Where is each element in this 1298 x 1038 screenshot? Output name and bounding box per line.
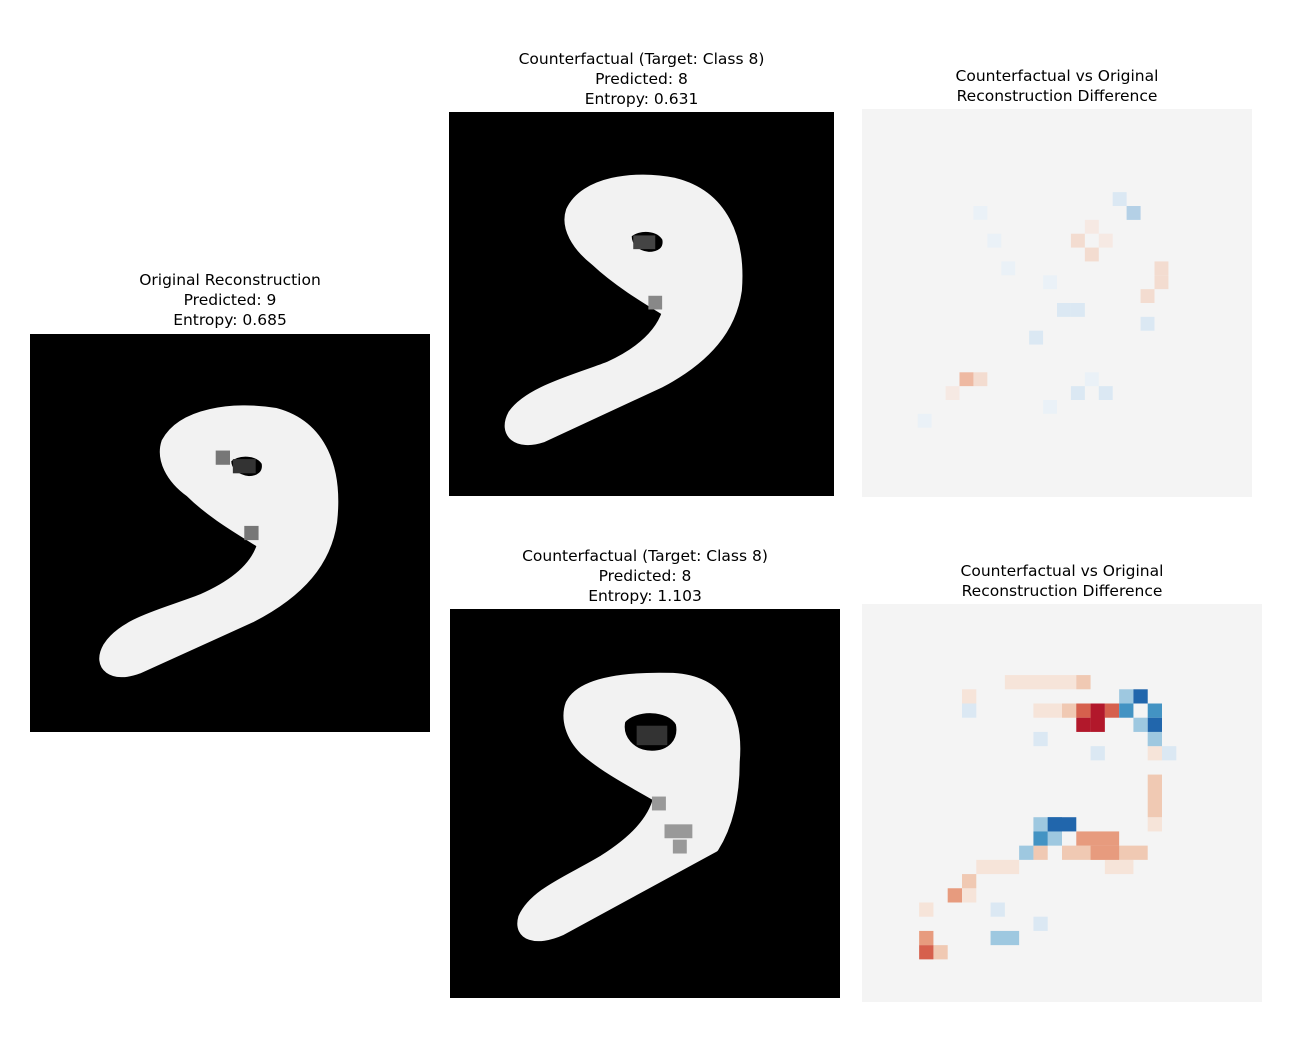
counterfactual-1-predicted-label: Predicted: 8	[595, 70, 688, 88]
difference-2-title: Counterfactual vs Original Reconstructio…	[862, 561, 1262, 601]
counterfactual-1-image	[449, 112, 834, 496]
original-title: Original Reconstruction Predicted: 9 Ent…	[30, 270, 430, 330]
counterfactual-2-image	[450, 609, 840, 998]
counterfactual-1-entropy-label: Entropy: 0.631	[584, 90, 699, 108]
difference-1-heatmap	[862, 109, 1252, 497]
original-entropy-label: Entropy: 0.685	[173, 311, 287, 329]
difference-2-heatmap	[862, 604, 1262, 1002]
original-predicted-label: Predicted: 9	[183, 291, 277, 309]
counterfactual-2-title-label: Counterfactual (Target: Class 8)	[522, 547, 768, 565]
difference-1-title-line2: Reconstruction Difference	[956, 87, 1158, 105]
difference-2-title-line2: Reconstruction Difference	[961, 582, 1163, 600]
counterfactual-1-title-label: Counterfactual (Target: Class 8)	[518, 50, 765, 68]
original-reconstruction-image	[30, 334, 430, 732]
counterfactual-2-title: Counterfactual (Target: Class 8) Predict…	[450, 546, 840, 606]
counterfactual-2-predicted-label: Predicted: 8	[598, 567, 692, 585]
counterfactual-1-title: Counterfactual (Target: Class 8) Predict…	[449, 49, 834, 109]
difference-2-title-line1: Counterfactual vs Original	[960, 562, 1164, 580]
difference-1-title-line1: Counterfactual vs Original	[955, 67, 1159, 85]
difference-1-title: Counterfactual vs Original Reconstructio…	[862, 66, 1252, 106]
counterfactual-2-entropy-label: Entropy: 1.103	[588, 587, 702, 605]
original-title-label: Original Reconstruction	[139, 271, 321, 289]
